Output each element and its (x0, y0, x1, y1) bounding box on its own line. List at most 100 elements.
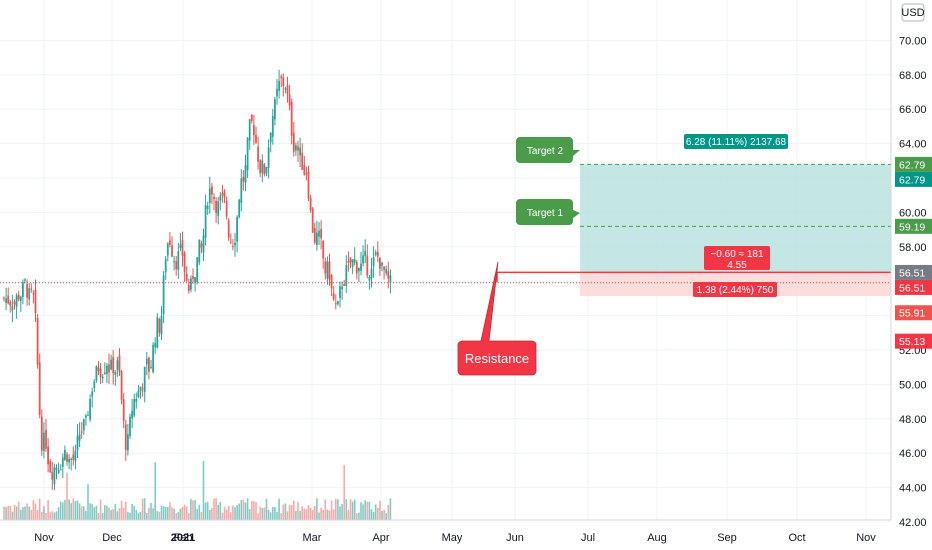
volume-bar (263, 507, 266, 520)
candle-body (99, 368, 102, 378)
y-tick-label: 70.00 (899, 35, 927, 47)
candle-body (240, 178, 243, 203)
y-tick-label: 58.00 (899, 242, 927, 254)
candle-body (259, 160, 262, 174)
candle-body (206, 205, 209, 209)
candle-body (3, 297, 5, 299)
volume-bar (141, 498, 144, 520)
volume-bar (156, 511, 159, 520)
candle-body (133, 399, 136, 416)
volume-bar (177, 512, 180, 520)
candle-body (32, 293, 35, 295)
volume-bar (322, 509, 324, 520)
volume-bar (101, 512, 104, 520)
candle-body (26, 284, 28, 298)
volume-bar (255, 502, 257, 520)
volume-bar (135, 510, 138, 520)
volume-bar (332, 509, 335, 520)
candle-body (129, 416, 131, 436)
x-tick-label: 2021 (171, 532, 195, 544)
candle-body (53, 467, 56, 485)
volume-bar (248, 509, 251, 520)
volume-bar (51, 511, 54, 520)
candle-body (101, 376, 104, 379)
candle-body (219, 195, 222, 201)
change-text-1: −0.60 ≈ 181 (710, 249, 763, 260)
candle-body (141, 388, 144, 390)
loss-text: 1.38 (2.44%) 750 (697, 285, 774, 296)
volume-bar (3, 506, 5, 520)
candle-body (19, 296, 22, 301)
candle-body (244, 165, 247, 183)
candle-body (34, 289, 37, 314)
volume-bar (370, 509, 373, 520)
volume-bar (143, 498, 146, 520)
candle-body (328, 261, 331, 280)
volume-bar (309, 507, 312, 520)
volume-bar (99, 499, 102, 520)
volume-bar (251, 501, 253, 520)
candle-body (68, 458, 70, 463)
candle-body (290, 102, 293, 136)
candle-body (213, 196, 215, 199)
volume-bar (80, 506, 83, 520)
y-tick-label: 48.00 (899, 414, 927, 426)
candle-body (385, 269, 388, 274)
volume-bar (125, 501, 127, 520)
candle-body (187, 284, 190, 291)
volume-bar (339, 506, 341, 520)
volume-bar (114, 503, 117, 520)
volume-bar (108, 507, 110, 520)
volume-bar (320, 508, 322, 520)
volume-bar (146, 513, 148, 520)
candles (3, 69, 392, 491)
volume-bar (9, 505, 12, 520)
candle-body (28, 288, 31, 300)
volume-bar (272, 506, 274, 520)
price-label-bg (895, 156, 932, 172)
price-label-bg (895, 305, 932, 321)
volume-bar (219, 501, 222, 520)
candle-body (387, 271, 390, 279)
volume-bar (89, 503, 91, 520)
candle-body (152, 344, 154, 373)
volume-bar (162, 506, 165, 520)
y-tick-label: 66.00 (899, 104, 927, 116)
candle-body (7, 295, 10, 304)
candle-body (202, 235, 205, 253)
candle-body (17, 294, 20, 300)
volume-bar (7, 505, 9, 520)
volume-bar (45, 513, 47, 520)
candle-body (255, 134, 257, 143)
volume-bar (280, 513, 282, 520)
candle-body (286, 85, 289, 95)
candle-body (318, 230, 320, 237)
volume-bar (314, 506, 316, 520)
candle-body (194, 277, 196, 283)
volume-bar (181, 507, 184, 520)
candle-body (5, 298, 7, 303)
candle-body (366, 255, 369, 276)
volume-bar (242, 499, 245, 520)
candle-body (15, 295, 18, 307)
volume-bar (185, 506, 188, 520)
volume-bar (238, 503, 240, 520)
candle-body (389, 275, 392, 283)
volume-bar (93, 506, 96, 520)
candle-body (345, 265, 348, 287)
volume-bar (337, 499, 339, 520)
candle-body (13, 301, 16, 305)
x-tick-label: Apr (372, 532, 389, 544)
candle-body (137, 390, 140, 398)
x-tick-label: Jul (581, 532, 595, 544)
candle-body (284, 88, 287, 90)
volume-bar (223, 506, 226, 520)
volume-bar (5, 507, 7, 520)
volume-bar (64, 499, 66, 520)
y-tick-label: 60.00 (899, 207, 927, 219)
volume-bar (345, 498, 348, 520)
volume-bar (297, 502, 299, 520)
volume-bar (171, 507, 173, 520)
volume-bar (246, 498, 249, 520)
